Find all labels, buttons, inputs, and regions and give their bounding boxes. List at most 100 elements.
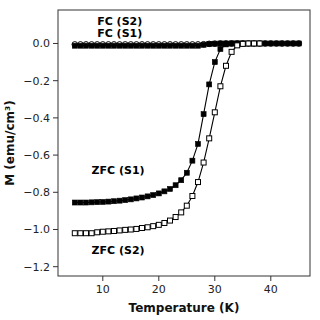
x-tick-label: 40	[264, 283, 278, 296]
y-tick-label: −0.8	[23, 186, 50, 199]
point	[140, 226, 145, 231]
point	[117, 198, 122, 203]
point	[123, 43, 128, 48]
point	[151, 224, 156, 229]
point	[190, 158, 195, 163]
point	[207, 136, 212, 141]
annotations: FC (S2)FC (S1)ZFC (S1)ZFC (S2)	[92, 15, 145, 257]
y-tick	[53, 192, 58, 193]
point	[100, 229, 105, 234]
point	[201, 42, 206, 47]
point	[168, 218, 173, 223]
y-tick-label: −0.4	[23, 112, 50, 125]
y-tick	[53, 43, 58, 44]
point	[212, 60, 217, 65]
point	[112, 199, 117, 204]
x-axis-label: Temperature (K)	[129, 301, 240, 315]
y-tick-label: −1.0	[23, 223, 50, 236]
x-tick	[270, 276, 271, 281]
point	[223, 41, 229, 47]
y-tick-label: −0.2	[23, 75, 50, 88]
x-tick-label: 10	[96, 283, 110, 296]
series	[72, 41, 245, 205]
point	[252, 41, 257, 46]
point	[224, 42, 229, 47]
point	[117, 43, 122, 48]
point	[140, 43, 145, 48]
point	[224, 41, 229, 46]
point	[268, 41, 274, 47]
point	[89, 200, 94, 205]
point	[145, 43, 150, 48]
annotation: FC (S2)	[97, 15, 142, 28]
point	[207, 82, 212, 87]
point	[162, 220, 167, 225]
point	[291, 41, 296, 46]
point	[196, 141, 201, 146]
axes: 102030400.0−0.2−0.4−0.6−0.8−1.0−1.2	[23, 37, 278, 296]
point	[212, 110, 217, 115]
point	[246, 41, 251, 46]
point	[218, 84, 223, 89]
point	[134, 196, 139, 201]
point	[196, 180, 201, 185]
series-line	[75, 43, 243, 202]
point	[156, 43, 161, 48]
x-tick-label: 20	[152, 283, 166, 296]
point	[257, 41, 263, 47]
point	[262, 41, 268, 47]
point	[285, 41, 291, 47]
point	[206, 41, 212, 47]
point	[207, 42, 212, 47]
point	[252, 41, 257, 46]
point	[257, 41, 262, 46]
point	[240, 41, 246, 47]
point	[229, 49, 234, 54]
point	[106, 229, 111, 234]
annotation: ZFC (S2)	[92, 244, 145, 257]
y-tick-label: −1.2	[23, 261, 50, 274]
point	[240, 41, 245, 46]
point	[123, 227, 128, 232]
point	[290, 41, 296, 47]
point	[162, 189, 167, 194]
point	[224, 63, 229, 68]
point	[280, 41, 285, 46]
point	[201, 160, 206, 165]
series	[72, 41, 262, 236]
point	[156, 191, 161, 196]
point	[229, 41, 234, 46]
point	[218, 41, 223, 46]
point	[263, 41, 268, 46]
point	[274, 41, 279, 46]
point	[179, 210, 184, 215]
point	[112, 228, 117, 233]
point	[78, 200, 83, 205]
point	[179, 43, 184, 48]
point	[106, 199, 111, 204]
point	[72, 43, 77, 48]
point	[229, 41, 234, 46]
y-tick	[53, 155, 58, 156]
point	[123, 198, 128, 203]
point	[240, 41, 245, 46]
point	[84, 43, 89, 48]
y-tick	[53, 117, 58, 118]
point	[212, 41, 218, 47]
point	[128, 227, 133, 232]
point	[78, 231, 83, 236]
y-axis-label: M (emu/cm³)	[3, 100, 17, 186]
point	[134, 226, 139, 231]
point	[95, 230, 100, 235]
series	[72, 41, 301, 48]
x-tick	[102, 276, 103, 281]
y-tick	[53, 266, 58, 267]
point	[218, 41, 224, 47]
point	[184, 203, 189, 208]
point	[95, 200, 100, 205]
point	[156, 222, 161, 227]
point	[106, 43, 111, 48]
point	[151, 43, 156, 48]
point	[140, 195, 145, 200]
point	[257, 41, 262, 46]
